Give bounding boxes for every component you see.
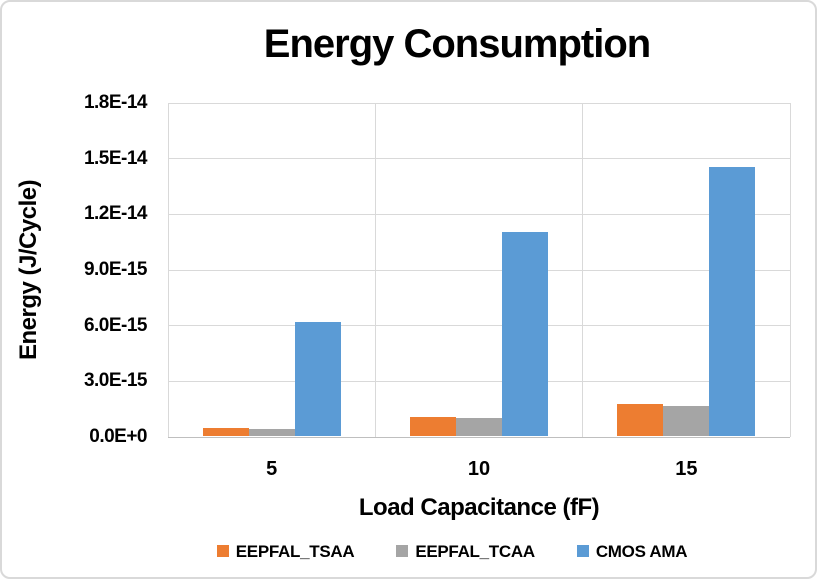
legend-swatch-icon	[576, 545, 589, 557]
y-tick-label: 9.0E-15	[83, 259, 148, 280]
bar-EEPFAL_TSAA-cap10	[410, 417, 456, 436]
y-axis-line	[167, 103, 169, 437]
y-tick-label: 6.0E-15	[83, 314, 148, 336]
chart-title: Energy Consumption	[263, 22, 651, 66]
y-tick-label: 1.5E-14	[83, 147, 148, 169]
y-tick-label: 1.2E-14	[83, 203, 148, 225]
legend-item-CMOS AMA: CMOS AMA	[576, 541, 688, 561]
bar-EEPFAL_TCAA-cap5	[248, 428, 295, 436]
y-tick-label: 0.0E+0	[89, 426, 147, 447]
horizontal-gridline	[168, 158, 790, 160]
y-tick-label: 1.8E-14	[83, 92, 148, 113]
bar-EEPFAL_TCAA-cap15	[663, 406, 710, 436]
legend-swatch-icon	[396, 545, 409, 557]
horizontal-gridline	[168, 269, 790, 271]
legend-item-EEPFAL_TSAA: EEPFAL_TSAA	[216, 541, 355, 561]
legend-label: EEPFAL_TSAA	[235, 541, 355, 561]
legend-label: EEPFAL_TCAA	[415, 541, 535, 561]
horizontal-gridline	[168, 325, 790, 327]
horizontal-gridline	[168, 213, 790, 215]
bar-EEPFAL_TSAA-cap5	[202, 427, 249, 436]
x-axis-line	[168, 436, 790, 438]
bar-EEPFAL_TSAA-cap15	[617, 404, 664, 436]
vertical-gridline	[789, 103, 791, 437]
y-tick-label: 3.0E-15	[83, 370, 148, 392]
legend: EEPFAL_TSAA EEPFAL_TCAA CMOS AMA	[122, 539, 782, 563]
x-tick-label: 10	[467, 458, 491, 480]
legend-item-EEPFAL_TCAA: EEPFAL_TCAA	[396, 543, 535, 560]
bar-CMOS AMA-cap10	[502, 231, 548, 436]
plot-area	[167, 102, 791, 438]
x-tick-label: 5	[266, 458, 278, 480]
x-tick-label: 15	[675, 458, 698, 480]
x-axis-title: Load Capacitance (fF)	[358, 494, 600, 521]
vertical-gridline	[374, 103, 376, 437]
horizontal-gridline	[168, 102, 790, 104]
vertical-gridline	[582, 103, 584, 437]
bar-EEPFAL_TCAA-cap10	[456, 418, 502, 436]
bar-CMOS AMA-cap15	[709, 166, 756, 436]
legend-swatch-icon	[216, 545, 229, 557]
bar-CMOS AMA-cap5	[294, 321, 341, 436]
horizontal-gridline	[168, 380, 790, 382]
legend-label: CMOS AMA	[595, 541, 688, 561]
